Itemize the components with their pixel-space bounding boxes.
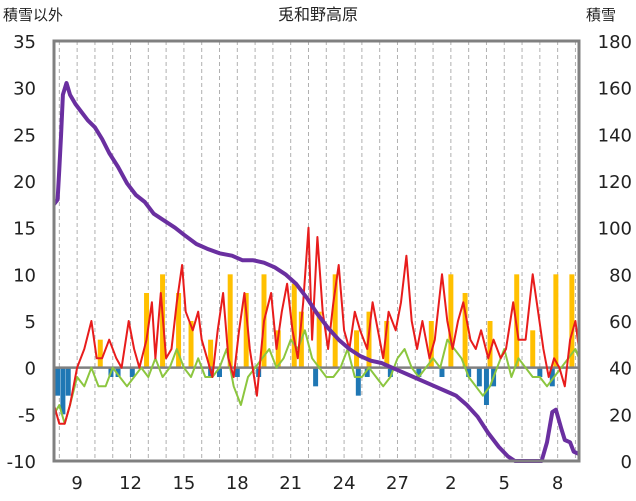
x-tick-labels: 9 12 15 18 21 24 27 2 5 8 (71, 473, 563, 494)
y-right-tick-label: 100 (598, 219, 632, 240)
negative-bar (217, 367, 222, 377)
negative-bar (549, 367, 555, 387)
x-tick-label: 24 (333, 473, 356, 494)
negative-bar (65, 367, 71, 396)
precip-bar (144, 293, 150, 368)
negative-bar (129, 367, 135, 377)
y-left-tick-label: 5 (25, 312, 36, 333)
negative-bar (55, 367, 61, 396)
precip-bar (553, 274, 559, 368)
y-right-tick-label: 60 (609, 312, 632, 333)
negative-bar (234, 367, 240, 377)
negative-bar (537, 367, 543, 377)
negative-bar (60, 367, 66, 415)
y-right-tick-label: 40 (609, 359, 632, 380)
y-right-axis-label: 積雪 (586, 6, 616, 24)
precip-bar (243, 293, 249, 368)
red-line (53, 226, 580, 425)
precip-bar (97, 339, 103, 368)
y-left-tick-label: 10 (13, 265, 36, 286)
precip-bar (487, 321, 493, 368)
x-tick-label: 8 (552, 473, 563, 494)
x-tick-label: 15 (172, 473, 195, 494)
y-left-tick-label: 0 (25, 359, 36, 380)
negative-bar (313, 367, 319, 387)
y-left-tick-label: -10 (7, 452, 36, 473)
y-left-tick-labels: 35 30 25 20 15 10 5 0 -5 -10 (7, 32, 36, 473)
negative-bar (466, 367, 472, 377)
plot-frame (52, 39, 581, 463)
y-right-tick-label: 0 (621, 452, 632, 473)
y-left-tick-label: 25 (13, 125, 36, 146)
precip-bar (462, 293, 468, 368)
y-left-tick-label: 15 (13, 219, 36, 240)
negative-bar (387, 367, 393, 377)
x-tick-label: 21 (279, 473, 302, 494)
y-right-tick-label: 180 (598, 32, 632, 53)
negative-bar (115, 367, 121, 377)
y-left-tick-label: 20 (13, 172, 36, 193)
y-right-tick-labels: 180 160 140 120 100 80 60 40 20 0 (598, 32, 632, 473)
y-right-tick-label: 140 (598, 125, 632, 146)
negative-bar (364, 367, 370, 377)
x-tick-label: 5 (499, 473, 510, 494)
y-left-tick-label: 35 (13, 32, 36, 53)
precip-bar (448, 274, 454, 368)
y-right-tick-label: 120 (598, 172, 632, 193)
green-line (53, 329, 580, 425)
precip-bar (354, 330, 360, 368)
y-right-tick-label: 20 (609, 405, 632, 426)
precip-bar (332, 274, 338, 368)
x-tick-label: 12 (119, 473, 142, 494)
bar-series (55, 274, 575, 415)
chart-title: 兎和野高原 (278, 5, 358, 24)
x-tick-label: 9 (71, 473, 82, 494)
negative-bar (483, 367, 489, 405)
precip-bar (569, 274, 575, 368)
x-tick-label: 27 (386, 473, 409, 494)
precip-bar (227, 274, 233, 368)
negative-bar (476, 367, 482, 387)
precip-bar (291, 283, 297, 368)
negative-bar (439, 367, 445, 377)
precip-bar (530, 330, 536, 368)
precip-bar (275, 330, 281, 368)
precip-bar (208, 339, 214, 368)
precip-bar (428, 321, 434, 368)
negative-bar (355, 367, 361, 396)
x-tick-label: 2 (445, 473, 456, 494)
y-right-tick-label: 80 (609, 265, 632, 286)
x-tick-label: 18 (226, 473, 249, 494)
y-left-tick-label: 30 (13, 79, 36, 100)
precip-bar (188, 321, 194, 368)
y-left-tick-label: -5 (18, 405, 36, 426)
y-left-axis-label: 積雪以外 (3, 6, 63, 24)
y-right-tick-label: 160 (598, 79, 632, 100)
precip-bar (176, 293, 182, 368)
precip-bar (316, 311, 322, 368)
precip-bar (384, 321, 390, 368)
negative-bar (416, 367, 422, 377)
